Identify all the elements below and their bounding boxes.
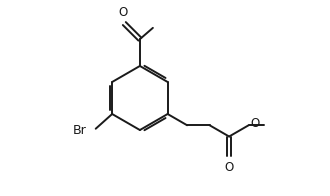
Text: O: O bbox=[118, 6, 127, 19]
Text: O: O bbox=[224, 161, 234, 174]
Text: O: O bbox=[250, 117, 259, 130]
Text: Br: Br bbox=[73, 124, 86, 137]
